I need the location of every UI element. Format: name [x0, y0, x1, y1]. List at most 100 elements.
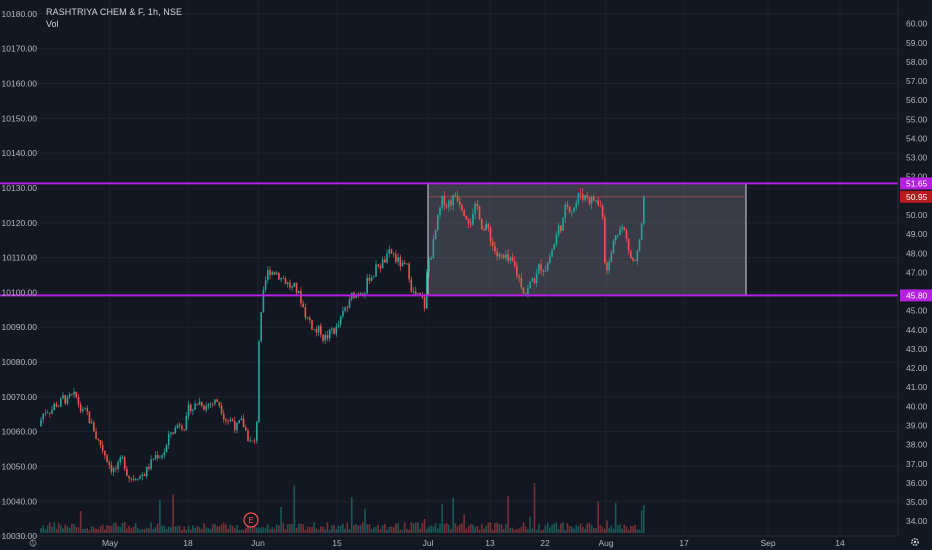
left-axis-tick-label: 10110.00 [2, 253, 37, 263]
volume-bar [84, 528, 86, 533]
candle-body [273, 272, 276, 275]
volume-bar [579, 523, 582, 533]
volume-bar [560, 523, 562, 533]
volume-bar [640, 510, 643, 533]
candle-body [632, 258, 634, 261]
candle-body [544, 270, 547, 272]
candle-body [491, 241, 494, 246]
candle-body [132, 478, 135, 480]
volume-bar [546, 522, 549, 533]
candle-body [643, 196, 645, 224]
candle-body [123, 457, 126, 469]
left-axis-tick-label: 10160.00 [2, 79, 38, 89]
range-box[interactable] [427, 182, 747, 296]
candle-body [280, 278, 282, 280]
grid-lines [0, 0, 898, 537]
right-axis-tick-label: 37.00 [906, 459, 928, 469]
candle-body [97, 438, 100, 440]
candle-body [126, 468, 128, 476]
volume-bar [132, 526, 135, 533]
settings-icon[interactable] [29, 538, 37, 548]
volume-bar [627, 529, 630, 533]
volume-bar [209, 529, 212, 533]
volume-bar [502, 529, 505, 533]
candle-body [57, 406, 60, 408]
volume-bar [148, 528, 150, 533]
volume-bar [172, 494, 174, 533]
volume-bar [636, 529, 639, 533]
volume-bar [425, 528, 428, 533]
volume-bar [244, 527, 247, 533]
horizontal-levels[interactable] [0, 182, 898, 297]
volume-bar [300, 523, 302, 533]
volume-bar [623, 524, 626, 533]
candle-body [262, 289, 265, 313]
candle-body [46, 412, 49, 414]
volume-bar [156, 523, 159, 533]
time-axis-tick-label: 17 [679, 538, 689, 548]
candle-body [152, 459, 155, 460]
volume-bar [346, 522, 349, 533]
volume-bar [518, 528, 520, 533]
left-axis-tick-label: 10060.00 [2, 427, 38, 437]
volume-bar [99, 526, 102, 533]
candle-body [203, 405, 205, 410]
right-axis-tick-label: 47.00 [906, 267, 928, 277]
volume-bar [529, 516, 531, 533]
candle-body [236, 423, 238, 431]
volume-label[interactable]: Vol [46, 19, 59, 29]
earnings-marker[interactable] [243, 512, 259, 528]
time-axis-panel[interactable] [0, 536, 932, 550]
left-axis-tick-label: 10080.00 [2, 357, 38, 367]
volume-bar [381, 525, 384, 533]
volume-bar [306, 526, 309, 533]
left-axis-tick-label: 10130.00 [2, 183, 38, 193]
volume-bar [476, 526, 479, 533]
candle-body [564, 204, 567, 218]
candle-body [597, 200, 600, 206]
volume-bar [638, 529, 641, 533]
volume-bar [324, 529, 327, 533]
candle-body [93, 422, 95, 432]
candle-body [295, 282, 298, 293]
volume-bar [610, 525, 613, 533]
volume-bar [551, 524, 553, 533]
candle-body [531, 278, 534, 282]
time-axis-tick-label: 15 [332, 538, 342, 548]
volume-bar [355, 523, 357, 533]
candle-body [198, 401, 201, 405]
volume-bar [632, 525, 634, 533]
volume-bar [364, 508, 366, 533]
candle-body [286, 282, 289, 284]
right-axis-tick-label: 44.00 [906, 325, 928, 335]
candle-body [379, 266, 382, 269]
gear-icon[interactable] [911, 538, 919, 546]
candle-body [95, 431, 97, 439]
volume-bar [423, 519, 426, 533]
left-axis-tick-label: 10120.00 [2, 218, 38, 228]
candle-body [44, 412, 47, 414]
candle-body [575, 203, 578, 208]
candle-body [359, 293, 362, 295]
candle-body [443, 195, 446, 206]
symbol-title[interactable]: RASHTRIYA CHEM & F, 1h, NSE [46, 7, 183, 17]
candle-body [282, 278, 285, 279]
candle-body [401, 262, 404, 267]
volume-bar [295, 527, 298, 533]
candle-body [485, 223, 487, 231]
volume-bar [258, 527, 260, 533]
right-axis-tick-label: 43.00 [906, 344, 928, 354]
volume-bar [604, 528, 606, 533]
right-axis-panel[interactable] [898, 0, 932, 536]
volume-bar [542, 529, 545, 533]
candle-body [128, 475, 130, 479]
volume-bar [227, 528, 229, 533]
volume-bar [575, 525, 578, 533]
candle-body [573, 207, 575, 212]
volume-bar [401, 529, 404, 533]
right-axis-tick-label: 54.00 [906, 133, 928, 143]
candle-body [384, 259, 386, 263]
candle-body [623, 227, 626, 231]
right-axis-tick-label: 49.00 [906, 229, 928, 239]
